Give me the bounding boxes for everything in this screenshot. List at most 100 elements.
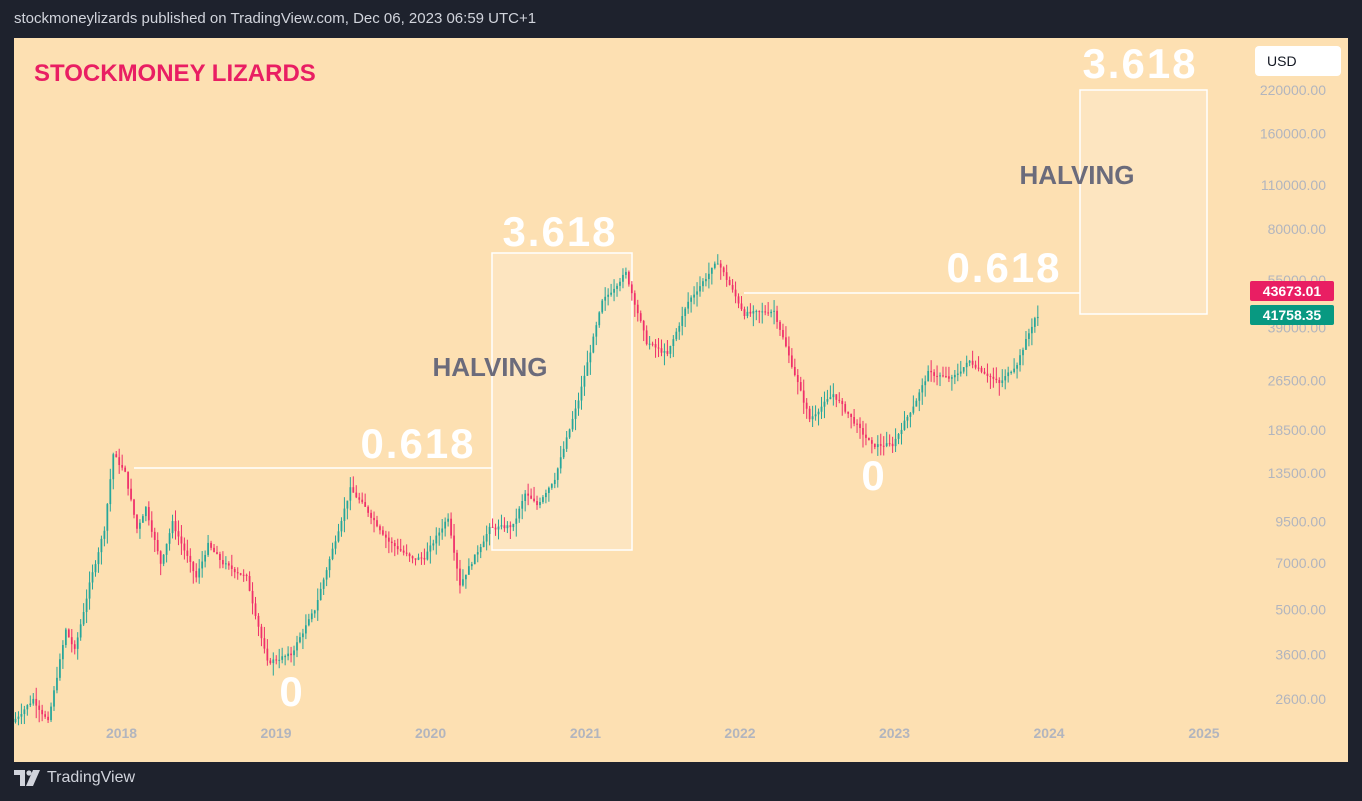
candle-up (307, 619, 310, 626)
price-tag-bg (1250, 281, 1334, 301)
candle-down (414, 558, 417, 560)
candle-down (130, 488, 132, 500)
candle-down (838, 399, 841, 401)
candle-down (41, 709, 44, 715)
candle-down (722, 267, 725, 273)
candle-down (788, 346, 790, 356)
x-tick-label: 2019 (260, 725, 291, 741)
candle-down (862, 428, 864, 435)
candle-up (465, 574, 467, 580)
candle-up (962, 367, 965, 372)
chart-svg[interactable]: 0.618 3.618 HALVING 0 0 0.618 HALVING 3.618 260… (14, 38, 1348, 762)
candle-up (171, 521, 174, 534)
candle-down (195, 571, 198, 578)
candle-down (399, 549, 402, 551)
candle-up (580, 386, 583, 401)
candle-down (254, 603, 257, 616)
candle-up (817, 411, 820, 415)
candle-down (509, 525, 512, 528)
candle-up (716, 263, 719, 265)
candle-up (201, 561, 204, 569)
candle-down (870, 440, 873, 444)
candle-up (832, 394, 835, 398)
candle-down (44, 714, 46, 717)
candle-up (497, 526, 500, 530)
candle-down (782, 329, 784, 338)
y-tick-label: 9500.00 (1275, 513, 1326, 529)
halving-box-2024 (1079, 89, 1208, 315)
x-tick-label: 2023 (879, 725, 910, 741)
candle-up (512, 523, 515, 528)
candle-up (607, 294, 610, 297)
candle-up (953, 374, 956, 378)
candle-down (183, 543, 186, 551)
candle-up (885, 443, 888, 447)
candle-up (589, 352, 592, 363)
candle-up (313, 610, 316, 614)
tradingview-brand[interactable]: TradingView (47, 769, 136, 786)
chart-panel[interactable]: 0.618 3.618 HALVING 0 0 0.618 HALVING 3.618 260… (14, 38, 1348, 762)
candle-up (64, 629, 67, 646)
candle-down (213, 547, 215, 553)
candle-down (850, 413, 853, 418)
candle-down (376, 520, 378, 527)
candle-up (441, 528, 444, 533)
y-tick-label: 2600.00 (1275, 691, 1326, 707)
candle-up (574, 408, 577, 419)
candle-down (236, 572, 239, 574)
candle-down (251, 590, 254, 604)
candle-up (521, 501, 524, 509)
candle-up (613, 288, 615, 293)
candle-down (402, 550, 405, 553)
candle-up (485, 534, 488, 542)
candle-up (545, 492, 547, 498)
candle-down (133, 499, 135, 515)
candle-down (776, 310, 778, 322)
candle-up (1033, 318, 1036, 327)
candle-up (310, 613, 313, 620)
candle-up (287, 653, 289, 657)
candle-up (542, 497, 544, 502)
candle-up (438, 532, 441, 536)
candle-up (968, 360, 971, 363)
candle-down (390, 541, 393, 544)
candle-up (59, 659, 61, 678)
candle-up (106, 504, 109, 531)
candle-down (411, 556, 414, 559)
candle-down (527, 493, 530, 496)
candle-up (951, 377, 953, 379)
y-tick-label: 13500.00 (1268, 465, 1327, 481)
candle-up (924, 381, 927, 386)
x-tick-label: 2021 (570, 725, 601, 741)
candle-up (912, 406, 915, 413)
candle-down (355, 492, 358, 498)
candle-up (426, 551, 429, 560)
candle-down (989, 375, 992, 377)
candle-up (619, 281, 621, 286)
candle-up (473, 554, 476, 565)
candle-up (1022, 349, 1024, 356)
publish-header: stockmoneylizards published on TradingVi… (0, 0, 1362, 38)
candle-up (1007, 372, 1010, 377)
candle-up (325, 570, 328, 580)
candle-down (639, 313, 642, 321)
candle-down (802, 390, 805, 403)
candle-up (939, 375, 941, 377)
candle-up (568, 429, 571, 438)
candle-up (322, 579, 325, 589)
candle-up (687, 301, 690, 309)
candle-down (393, 543, 396, 547)
candle-down (361, 499, 364, 503)
candle-down (245, 574, 248, 577)
candle-up (894, 438, 897, 447)
candle-down (210, 542, 212, 548)
candle-up (755, 311, 758, 313)
candle-down (459, 568, 461, 586)
candle-down (942, 375, 944, 377)
annotation-labels: 0.618 3.618 HALVING 0 0 0.618 HALVING 3.618 (279, 40, 1195, 715)
currency-button[interactable]: USD (1255, 46, 1341, 76)
candle-down (491, 526, 494, 528)
candle-down (977, 367, 980, 369)
candle-down (186, 550, 189, 556)
candle-up (97, 552, 100, 565)
